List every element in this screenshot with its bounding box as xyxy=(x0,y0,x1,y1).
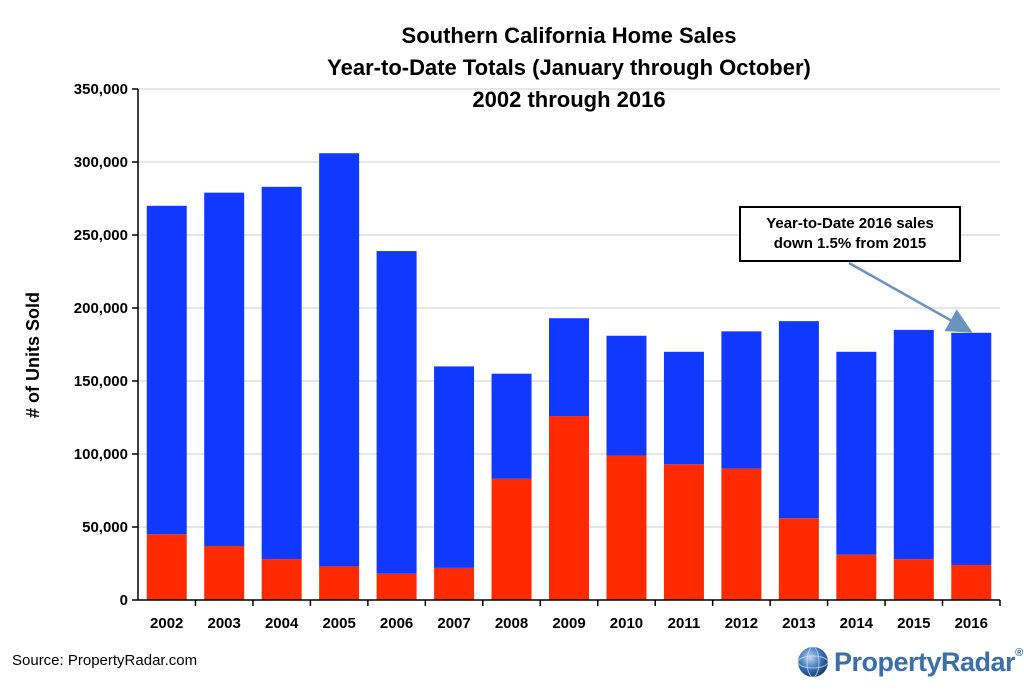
annotation-line-1: Year-to-Date 2016 sales xyxy=(766,215,934,232)
y-tick-label: 150,000 xyxy=(74,373,128,390)
x-tick-label: 2016 xyxy=(955,615,988,632)
source-note: Source: PropertyRadar.com xyxy=(12,652,198,669)
bar-segment-upper-2008 xyxy=(491,373,532,479)
x-tick-label: 2007 xyxy=(437,615,470,632)
bar-segment-lower-2008 xyxy=(491,478,532,600)
logo-wordmark: PropertyRadar® xyxy=(834,646,1023,677)
x-tick-label: 2008 xyxy=(495,615,528,632)
annotation-arrow xyxy=(848,261,973,333)
propertyradar-logo: PropertyRadar® xyxy=(796,642,1023,682)
bar-segment-lower-2005 xyxy=(319,566,360,600)
bar-segment-lower-2011 xyxy=(663,464,704,600)
bar-segment-upper-2003 xyxy=(204,192,245,546)
bar-segment-lower-2004 xyxy=(261,559,302,600)
x-tick-label: 2002 xyxy=(150,615,183,632)
bar-segment-lower-2012 xyxy=(721,468,762,600)
x-tick-label: 2012 xyxy=(725,615,758,632)
bar-segment-lower-2009 xyxy=(549,416,589,600)
x-tick-label: 2014 xyxy=(840,615,874,632)
y-tick-label: 200,000 xyxy=(74,300,128,317)
y-tick-label: 300,000 xyxy=(74,154,128,171)
bar-segment-upper-2011 xyxy=(663,351,704,465)
x-tick-label: 2004 xyxy=(265,615,299,632)
bar-segment-lower-2015 xyxy=(893,559,934,600)
bar-segment-lower-2013 xyxy=(778,518,819,600)
y-axis-ticks: 0 50,000 100,000 150,000 200,000 250,000 300,0… xyxy=(74,81,138,609)
bar-segment-lower-2006 xyxy=(376,573,417,600)
title-line-2: Year-to-Date Totals (January through Oct… xyxy=(327,55,811,80)
x-tick-label: 2013 xyxy=(782,615,815,632)
bar-segment-upper-2009 xyxy=(549,318,589,417)
y-tick-label: 350,000 xyxy=(74,81,128,98)
bar-segment-upper-2013 xyxy=(778,321,819,519)
bar-segment-lower-2010 xyxy=(606,455,647,600)
x-axis-ticks: 2002 2003 2004 2005 2006 2007 2008 2009 2010 2011… xyxy=(150,600,1001,632)
bar-segment-lower-2007 xyxy=(434,567,475,600)
y-tick-label: 250,000 xyxy=(74,227,128,244)
y-tick-label: 0 xyxy=(120,592,128,609)
bars xyxy=(146,153,992,600)
y-tick-label: 100,000 xyxy=(74,446,128,463)
title-line-3: 2002 through 2016 xyxy=(472,87,665,112)
bar-segment-upper-2004 xyxy=(261,186,302,560)
bar-segment-upper-2014 xyxy=(836,351,877,555)
x-tick-label: 2010 xyxy=(610,615,643,632)
title-line-1: Southern California Home Sales xyxy=(402,23,737,48)
x-tick-label: 2011 xyxy=(668,615,701,632)
bar-segment-upper-2010 xyxy=(606,335,647,456)
bar-segment-upper-2015 xyxy=(893,329,934,560)
bar-segment-lower-2003 xyxy=(204,545,245,600)
bar-segment-lower-2002 xyxy=(146,534,187,600)
x-tick-label: 2009 xyxy=(552,615,585,632)
x-tick-label: 2015 xyxy=(897,615,930,632)
bar-segment-upper-2007 xyxy=(434,366,475,568)
bar-segment-upper-2005 xyxy=(319,153,360,567)
y-tick-label: 50,000 xyxy=(82,519,128,536)
x-tick-label: 2005 xyxy=(322,615,355,632)
y-axis-label: # of Units Sold xyxy=(23,292,43,418)
globe-icon xyxy=(797,646,829,678)
bar-segment-lower-2016 xyxy=(951,564,992,600)
bar-segment-upper-2006 xyxy=(376,251,417,574)
chart-title: Southern California Home Sales Year-to-D… xyxy=(327,23,811,112)
x-tick-label: 2006 xyxy=(380,615,413,632)
bar-segment-upper-2012 xyxy=(721,331,762,469)
annotation-callout: Year-to-Date 2016 sales down 1.5% from 2… xyxy=(739,206,961,262)
bar-segment-upper-2002 xyxy=(146,205,187,535)
x-tick-label: 2003 xyxy=(208,615,241,632)
bar-segment-upper-2016 xyxy=(951,332,992,565)
annotation-line-2: down 1.5% from 2015 xyxy=(773,235,927,252)
bar-segment-lower-2014 xyxy=(836,554,877,600)
